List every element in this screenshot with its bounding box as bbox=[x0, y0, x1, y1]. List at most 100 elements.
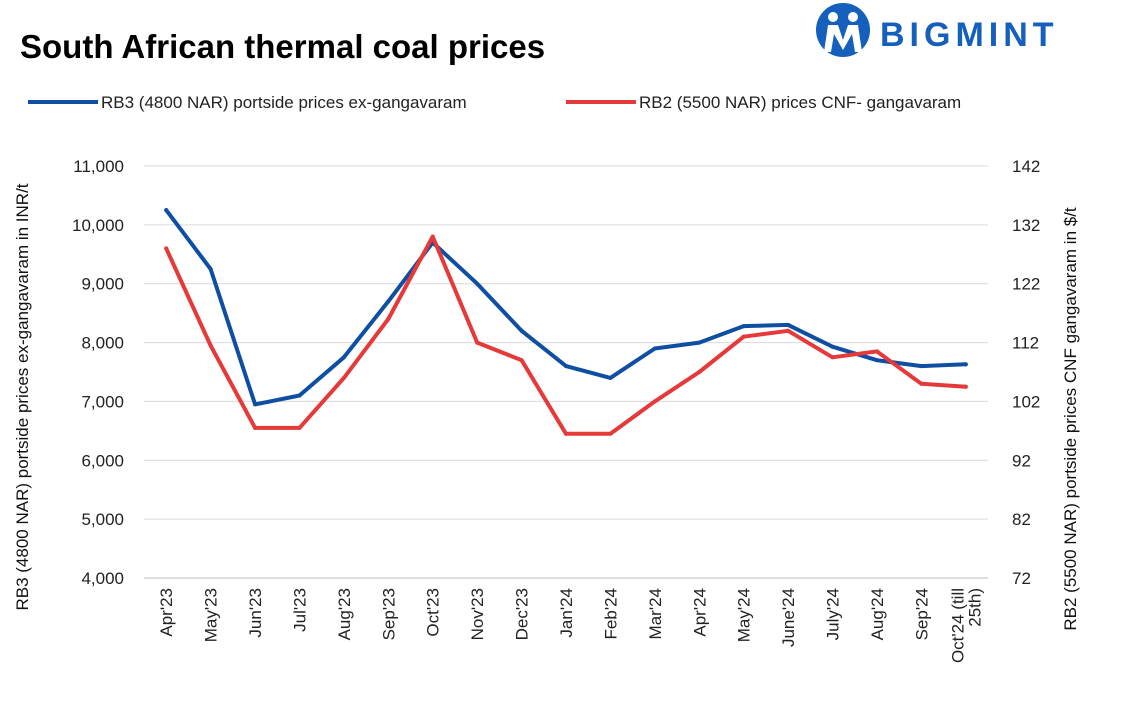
point-rb3 bbox=[608, 375, 613, 380]
chart-title: South African thermal coal prices bbox=[20, 28, 545, 65]
x-tick-label-line: Sep'24 bbox=[912, 588, 931, 640]
x-tick-label: Dec'23 bbox=[513, 588, 532, 640]
x-tick-label-line: Dec'23 bbox=[513, 588, 532, 640]
x-tick-label-line: May'23 bbox=[202, 588, 221, 642]
point-rb3 bbox=[652, 346, 657, 351]
x-tick-label-line: Jan'24 bbox=[557, 588, 576, 638]
x-tick-label: Nov'23 bbox=[468, 588, 487, 640]
point-rb2 bbox=[208, 343, 213, 348]
y-right-tick-label: 112 bbox=[1012, 334, 1039, 353]
y-axis-right-title: RB2 (5500 NAR) portside prices CNF ganga… bbox=[1061, 207, 1080, 631]
series-line-rb2 bbox=[164, 234, 968, 436]
point-rb2 bbox=[963, 384, 968, 389]
point-rb2 bbox=[564, 431, 568, 436]
y-left-tick-label: 8,000 bbox=[81, 334, 124, 353]
legend: RB3 (4800 NAR) portside prices ex-gangav… bbox=[28, 93, 961, 112]
x-tick-label: Feb'24 bbox=[601, 588, 620, 639]
point-rb3 bbox=[386, 299, 391, 304]
x-tick-label: Oct'23 bbox=[424, 588, 443, 637]
y-right-tick-label: 102 bbox=[1012, 392, 1040, 411]
y-right-tick-label: 142 bbox=[1012, 157, 1040, 176]
legend-label-rb3: RB3 (4800 NAR) portside prices ex-gangav… bbox=[101, 93, 467, 112]
point-rb3 bbox=[741, 324, 746, 329]
x-tick-label: Mar'24 bbox=[646, 588, 665, 639]
x-tick-label-line: Sep'23 bbox=[379, 588, 398, 640]
series-lines bbox=[164, 208, 968, 436]
point-rb3 bbox=[564, 364, 568, 369]
logo-emblem-icon bbox=[816, 3, 870, 57]
point-rb2 bbox=[519, 358, 524, 363]
x-tick-label-line: Apr'23 bbox=[157, 588, 176, 637]
x-tick-label-line: June'24 bbox=[779, 588, 798, 647]
y-axis-left-title: RB3 (4800 NAR) portside prices ex-gangav… bbox=[13, 183, 32, 610]
x-tick-label-line: Oct'23 bbox=[424, 588, 443, 637]
point-rb2 bbox=[608, 431, 613, 436]
point-rb3 bbox=[253, 402, 258, 407]
point-rb3 bbox=[208, 267, 213, 271]
point-rb3 bbox=[874, 358, 879, 363]
x-tick-label: June'24 bbox=[779, 588, 798, 647]
x-tick-label-line: Aug'24 bbox=[868, 588, 887, 640]
x-tick-label-line: Mar'24 bbox=[646, 588, 665, 639]
bigmint-logo: BIGMINT bbox=[816, 3, 1059, 57]
point-rb3 bbox=[919, 364, 924, 369]
x-tick-label-line: Jun'23 bbox=[246, 588, 265, 638]
legend-label-rb2: RB2 (5500 NAR) prices CNF- gangavaram bbox=[639, 93, 961, 112]
x-tick-label-line: 25th) bbox=[965, 588, 984, 627]
x-tick-label: Aug'24 bbox=[868, 588, 887, 640]
point-rb2 bbox=[697, 370, 702, 374]
logo-text: BIGMINT bbox=[880, 16, 1059, 54]
x-tick-label: May'24 bbox=[735, 588, 754, 642]
x-tick-label-line: May'24 bbox=[735, 588, 754, 642]
point-rb3 bbox=[164, 208, 169, 213]
point-rb2 bbox=[874, 349, 879, 354]
point-rb2 bbox=[164, 246, 169, 251]
y-axis-right-ticks: 72 82 92 102 112 122 132 142 bbox=[1012, 157, 1040, 588]
x-tick-label-line: July'24 bbox=[824, 588, 843, 640]
x-tick-label-line: Aug'23 bbox=[335, 588, 354, 640]
point-rb2 bbox=[786, 328, 791, 333]
y-left-tick-label: 10,000 bbox=[72, 216, 124, 235]
point-rb3 bbox=[519, 328, 524, 333]
point-rb3 bbox=[697, 340, 702, 345]
gridlines bbox=[144, 165, 988, 579]
x-tick-label-line: Nov'23 bbox=[468, 588, 487, 640]
point-rb2 bbox=[430, 234, 435, 239]
x-tick-label-line: Oct'24 (till bbox=[948, 588, 967, 663]
point-rb2 bbox=[297, 425, 302, 430]
y-axis-left-ticks: 4,000 5,000 6,000 7,000 8,000 9,000 10,000 11,0… bbox=[72, 157, 124, 588]
x-tick-label: Aug'23 bbox=[335, 588, 354, 640]
y-left-tick-label: 6,000 bbox=[81, 451, 124, 470]
point-rb3 bbox=[786, 322, 791, 327]
point-rb2 bbox=[830, 355, 835, 360]
y-left-tick-label: 7,000 bbox=[81, 392, 124, 411]
x-tick-label: Jul'23 bbox=[290, 588, 309, 632]
y-left-tick-label: 9,000 bbox=[81, 275, 124, 294]
y-right-tick-label: 72 bbox=[1012, 569, 1031, 588]
x-tick-label: May'23 bbox=[202, 588, 221, 642]
x-axis-ticks: Apr'23 May'23 Jun'23 Jul'23 Aug'23 Sep'23 Oct'… bbox=[157, 588, 984, 663]
point-rb2 bbox=[386, 317, 391, 322]
x-tick-label: Apr'23 bbox=[157, 588, 176, 637]
y-left-tick-label: 4,000 bbox=[81, 569, 124, 588]
y-right-tick-label: 122 bbox=[1012, 275, 1040, 294]
x-tick-label: Apr'24 bbox=[690, 588, 709, 637]
x-tick-label-line: Feb'24 bbox=[601, 588, 620, 639]
y-right-tick-label: 132 bbox=[1012, 216, 1040, 235]
x-tick-label: Jun'23 bbox=[246, 588, 265, 638]
point-rb2 bbox=[253, 425, 258, 430]
y-right-tick-label: 92 bbox=[1012, 451, 1031, 470]
point-rb2 bbox=[919, 381, 924, 386]
point-rb2 bbox=[341, 375, 346, 380]
x-tick-label-line: Apr'24 bbox=[690, 588, 709, 637]
x-tick-label-line: Jul'23 bbox=[290, 588, 309, 632]
x-tick-label: July'24 bbox=[824, 588, 843, 640]
point-rb3 bbox=[341, 355, 346, 360]
point-rb2 bbox=[475, 340, 480, 345]
y-right-tick-label: 82 bbox=[1012, 510, 1031, 529]
y-left-tick-label: 5,000 bbox=[81, 510, 124, 529]
x-tick-label: Jan'24 bbox=[557, 588, 576, 638]
point-rb2 bbox=[741, 334, 746, 339]
